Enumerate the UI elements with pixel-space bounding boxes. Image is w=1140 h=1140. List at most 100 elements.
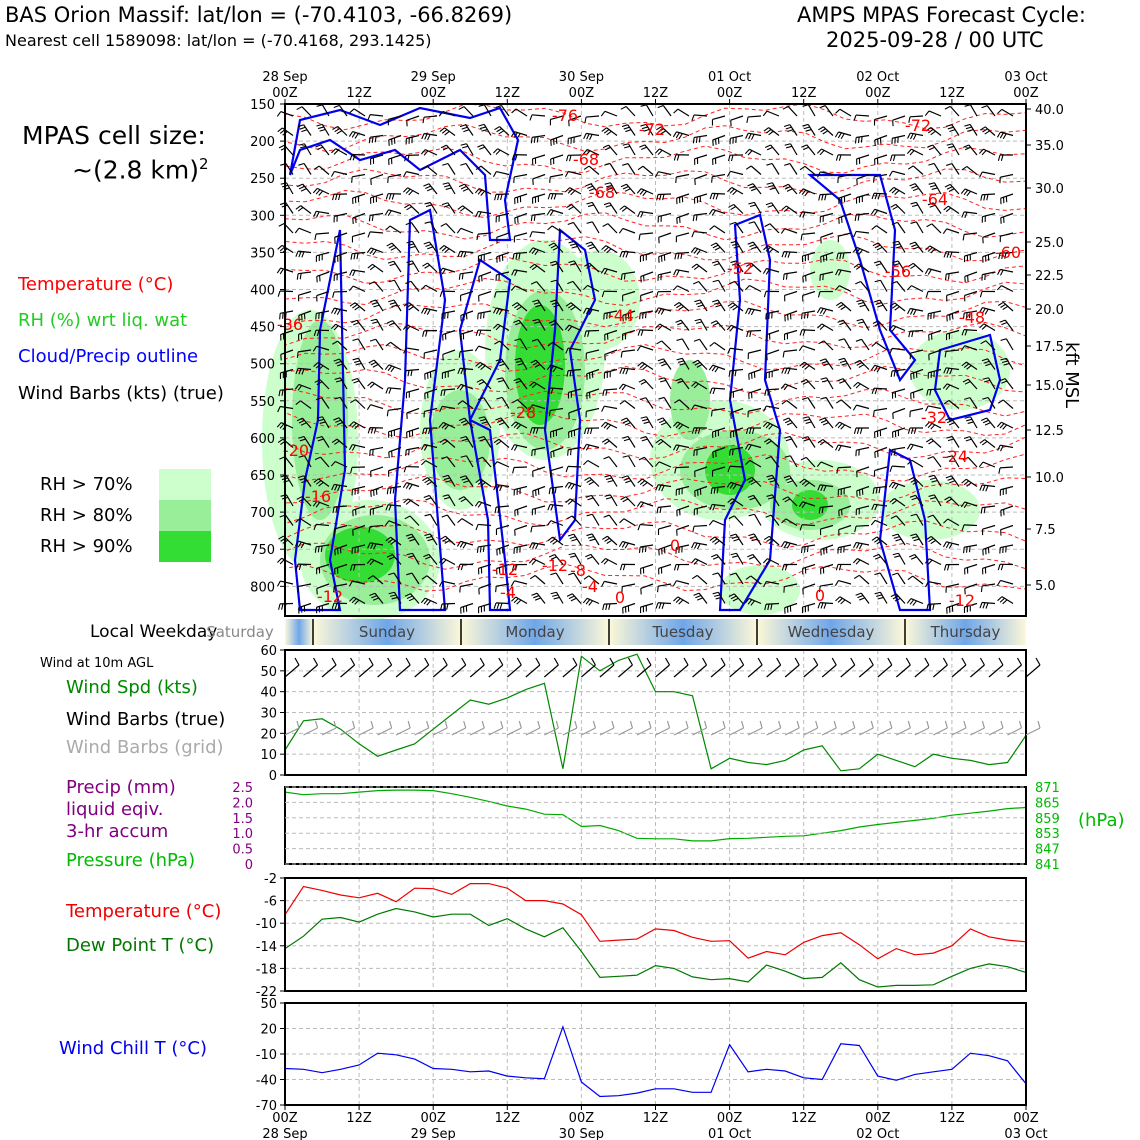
wind-barb <box>572 280 582 292</box>
wind-barb-feather <box>894 190 900 195</box>
wind-barb-feather <box>426 481 433 486</box>
wind-barb <box>357 338 366 351</box>
wind-barb-feather <box>367 381 373 387</box>
wind-barb-feather <box>637 478 643 484</box>
wind-barb-feather <box>712 591 719 595</box>
wind-barb-feather <box>550 504 554 511</box>
wind-barb-feather <box>949 129 956 132</box>
wind-barb-feather <box>696 321 703 324</box>
wind-barb-feather <box>943 205 949 211</box>
wind-barb <box>442 421 456 429</box>
wind-barb-feather <box>710 410 713 417</box>
panel-y-label: -10 <box>256 917 277 932</box>
wind-barb <box>820 307 834 312</box>
wind-barb <box>933 202 942 214</box>
wind-barb-feather <box>279 559 285 565</box>
wind-barb-feather <box>891 188 897 194</box>
wind-barb-feather <box>961 478 967 484</box>
wind-barb-feather <box>891 280 897 285</box>
wind-barb-feather <box>874 299 881 303</box>
wind-barb <box>555 279 564 292</box>
pressure-tick-label: 865 <box>1035 796 1060 811</box>
panel-y-label: 60 <box>260 644 277 659</box>
wind-barb-feather <box>333 325 339 331</box>
wind-barb-feather <box>582 149 588 155</box>
wind-barb <box>1000 193 1014 199</box>
wind-barb <box>712 173 726 178</box>
wind-barb <box>933 494 942 507</box>
true-wind-barb-feather <box>720 657 726 666</box>
wind-barb <box>370 542 384 546</box>
wind-barb-feather <box>319 421 326 424</box>
wind-barb-feather <box>747 150 753 156</box>
wind-barb-feather <box>480 418 487 422</box>
wind-barb-feather <box>387 260 394 264</box>
wind-barb-feather <box>997 444 1001 451</box>
wind-barb-feather <box>623 126 630 130</box>
wind-barb-feather <box>963 363 970 369</box>
wind-barb <box>964 310 978 314</box>
wind-barb-feather <box>946 367 950 374</box>
wind-barb-feather <box>512 399 518 404</box>
wind-barb-feather <box>351 176 353 183</box>
top-hour-label: 12Z <box>495 86 521 101</box>
wind-barb <box>337 340 348 351</box>
wind-barb <box>463 106 474 117</box>
wind-barb-feather <box>390 540 396 545</box>
wind-barb <box>730 170 744 176</box>
wind-barb <box>370 485 384 492</box>
wind-barb-feather <box>979 484 983 491</box>
wind-barb-feather <box>481 421 488 424</box>
wind-barb-feather <box>367 542 371 549</box>
true-wind-barb <box>821 664 837 678</box>
wind-barb-feather <box>857 136 860 144</box>
wind-barb <box>676 131 690 137</box>
wind-barb <box>897 260 906 273</box>
wind-barb <box>968 144 978 156</box>
wind-barb-feather <box>799 524 803 531</box>
wind-barb <box>333 505 348 508</box>
wind-barb <box>659 323 672 332</box>
wind-barb-feather <box>607 187 614 190</box>
wind-barb-feather <box>619 518 625 524</box>
wind-barb-feather <box>296 273 299 280</box>
wind-barb-feather <box>548 488 551 495</box>
wind-barb-feather <box>785 477 792 481</box>
wind-barb-feather <box>402 171 407 178</box>
wind-barb-feather <box>408 190 414 196</box>
wind-barb <box>891 465 906 468</box>
wind-barb-feather <box>803 546 806 553</box>
wind-barb-feather <box>980 585 983 592</box>
wind-barb <box>875 225 888 234</box>
wind-barb-feather <box>927 202 934 206</box>
precip-tick-label: 0 <box>245 858 253 873</box>
wind-barb-feather <box>765 559 771 565</box>
wind-barb <box>588 165 600 175</box>
wind-barb-feather <box>548 554 555 558</box>
wind-barb <box>986 105 996 117</box>
grid-wind-barb-feather <box>889 720 893 729</box>
wind-barb-feather <box>929 604 932 611</box>
wind-barb <box>1000 131 1014 137</box>
wind-barb-feather <box>673 108 679 114</box>
wind-barb-feather <box>621 475 628 479</box>
wind-barb-feather <box>480 312 482 319</box>
wind-barb-feather <box>655 602 659 609</box>
wind-barb-feather <box>962 313 965 320</box>
wind-barb <box>787 183 798 195</box>
wind-barb-feather <box>818 194 821 201</box>
wind-barb <box>534 575 546 585</box>
wind-barb <box>750 575 762 585</box>
wind-barb <box>837 251 852 254</box>
wind-barb-feather <box>582 444 587 450</box>
true-wind-barb <box>321 664 337 678</box>
wind-barb-feather <box>946 251 950 258</box>
true-wind-barb-feather <box>368 657 374 666</box>
wind-barb-feather <box>459 541 464 548</box>
wind-barb <box>892 134 906 139</box>
wind-barb <box>694 230 708 234</box>
wind-barb-feather <box>979 602 983 609</box>
true-wind-barb <box>432 664 448 678</box>
wind-barb-feather <box>438 267 444 274</box>
wind-barb-feather <box>909 150 915 156</box>
